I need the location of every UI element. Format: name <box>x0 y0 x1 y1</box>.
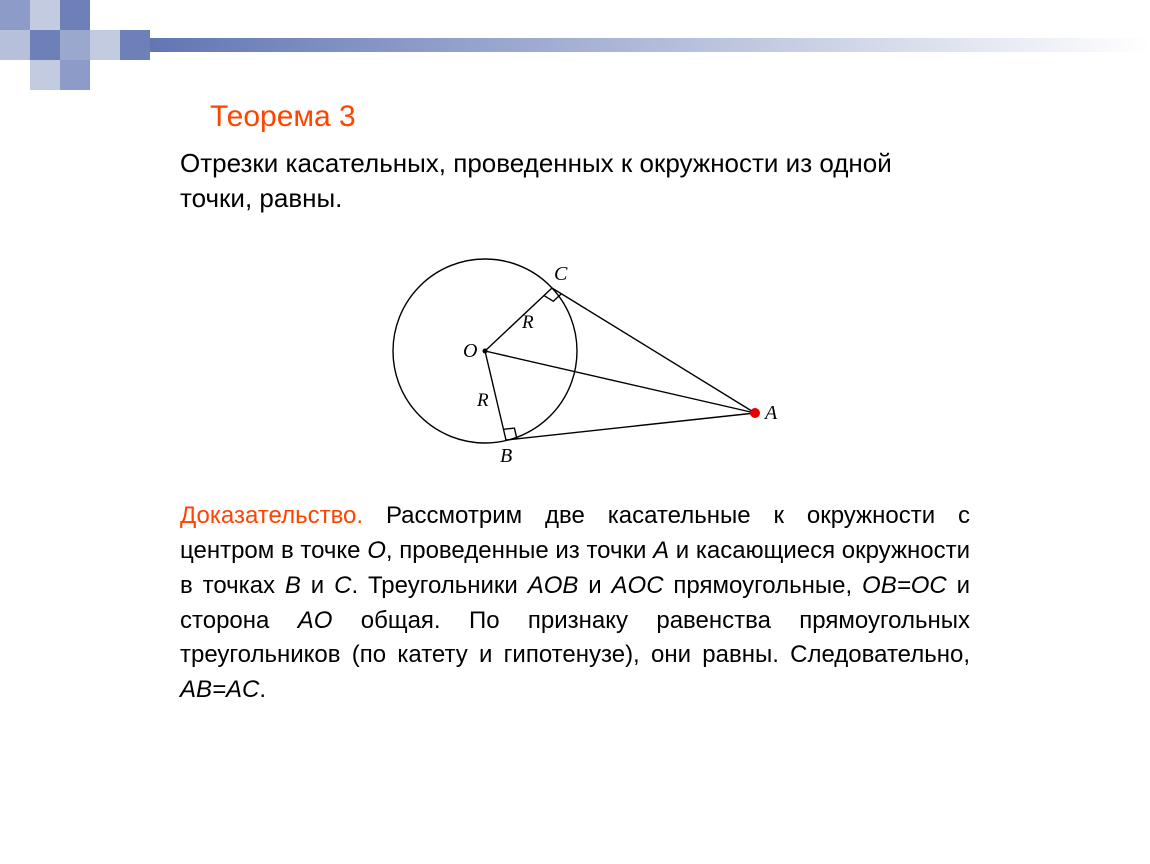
proof-symbol-AO: AO <box>298 607 333 634</box>
proof-label: Доказательство. <box>180 502 363 529</box>
proof-symbol-ABAC: AB=AC <box>180 676 259 703</box>
proof-text: , проведенные из точки <box>386 537 653 564</box>
svg-text:C: C <box>554 263 568 285</box>
svg-text:B: B <box>500 445 512 466</box>
proof-text: . Треугольники <box>351 572 527 599</box>
slide-content: Теорема 3 Отрезки касательных, проведенн… <box>180 100 970 708</box>
proof-symbol-B: B <box>285 572 301 599</box>
theorem-statement: Отрезки касательных, проведенных к окруж… <box>180 146 970 216</box>
proof-text: . <box>259 676 266 703</box>
theorem-figure: O A B C R R <box>180 236 970 471</box>
proof-symbol-C: C <box>334 572 351 599</box>
slide-decoration <box>0 0 1150 90</box>
svg-text:O: O <box>463 340 477 362</box>
proof-symbol-O: O <box>367 537 386 564</box>
proof-symbol-AOB: AOB <box>528 572 579 599</box>
theorem-title: Теорема 3 <box>210 100 970 134</box>
svg-text:R: R <box>521 312 534 333</box>
proof-symbol-OBOC: OB=OC <box>862 572 947 599</box>
proof-symbol-AOC: AOC <box>612 572 664 599</box>
proof-symbol-A: A <box>653 537 669 564</box>
theorem-proof: Доказательство. Рассмотрим две касательн… <box>180 499 970 708</box>
proof-text: и <box>578 572 611 599</box>
proof-text: и <box>301 572 334 599</box>
svg-text:A: A <box>763 402 778 424</box>
proof-text: прямоугольные, <box>664 572 862 599</box>
svg-text:R: R <box>476 390 489 411</box>
